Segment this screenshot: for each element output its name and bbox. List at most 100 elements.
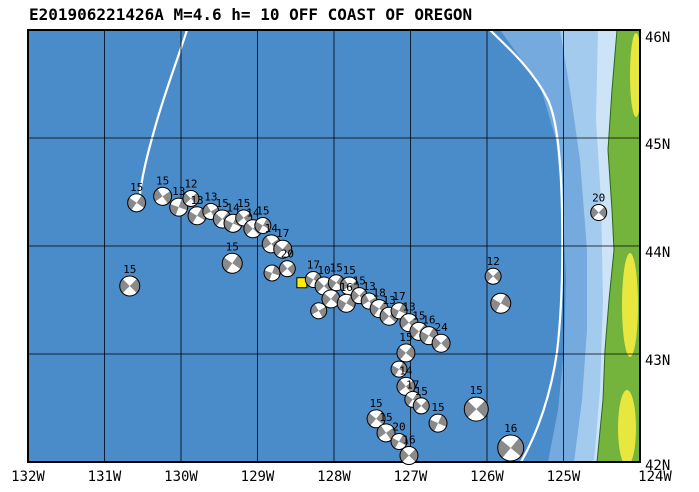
beachball — [310, 302, 328, 320]
beachball-quadrants — [337, 295, 356, 312]
beachball — [273, 239, 293, 259]
map-title: E201906221426A M=4.6 h= 10 OFF COAST OF … — [29, 5, 473, 24]
plate-boundary-line-east — [488, 30, 564, 462]
beachball-label: 14 — [246, 207, 260, 220]
land-elevation-patch-north — [630, 33, 640, 117]
beachball-label: 15 — [130, 181, 143, 194]
beachball — [153, 186, 173, 206]
beachball-label: 17 — [276, 227, 289, 240]
land-elevation-patch-south — [618, 390, 636, 462]
beachball-label: 18 — [373, 287, 386, 300]
lon-label: 129W — [241, 469, 275, 485]
beachball — [366, 409, 386, 429]
beachball-label: 15 — [379, 411, 392, 424]
beachball-quadrants — [497, 438, 524, 458]
lat-label: 42N — [645, 458, 670, 474]
beachball — [390, 432, 408, 450]
beachball-label: 15 — [415, 385, 428, 398]
beachball-quadrants — [490, 294, 511, 312]
beachball-label: 16 — [422, 314, 435, 327]
lon-label: 125W — [547, 469, 581, 485]
beachball-label: 15 — [399, 331, 412, 344]
beachball — [412, 397, 430, 415]
beachball — [278, 260, 296, 278]
beachball — [431, 333, 451, 353]
beachball-label: 13 — [172, 185, 185, 198]
beachball-label: 17 — [392, 290, 405, 303]
beachball-label: 24 — [434, 321, 448, 334]
lon-label: 130W — [164, 469, 198, 485]
beachball-quadrants — [321, 292, 340, 306]
beachball-quadrants — [391, 434, 408, 449]
beachball-quadrants — [464, 400, 489, 418]
beachball-label: 15 — [353, 275, 366, 288]
beachball-quadrants — [188, 207, 207, 224]
beachball-quadrants — [169, 198, 188, 216]
beachball-label: 15 — [470, 384, 483, 397]
beachball-quadrants — [419, 327, 438, 344]
beachball-quadrants — [127, 195, 146, 211]
beachball-label: 13 — [363, 280, 376, 293]
beachball — [263, 264, 281, 282]
beachball — [396, 376, 416, 396]
beachball-label: 13 — [382, 294, 395, 307]
beachball — [119, 275, 141, 297]
beachball-label: 15 — [412, 309, 425, 322]
beachball-quadrants — [273, 242, 292, 257]
beachball-label: 20 — [592, 192, 605, 205]
beachball-quadrants — [391, 303, 407, 319]
beachball — [182, 189, 200, 207]
beachball-label: 15 — [256, 204, 269, 217]
beachball — [336, 293, 356, 313]
beachball-quadrants — [222, 255, 243, 272]
beachball-quadrants — [396, 379, 415, 394]
beachball-quadrants — [328, 276, 345, 290]
plate-boundary-line-northwest — [137, 30, 189, 205]
beachball-label: 13 — [402, 301, 415, 314]
lon-label: 126W — [470, 469, 504, 485]
map-frame — [27, 29, 641, 463]
beachball-label: 14 — [226, 201, 240, 214]
lat-label: 44N — [645, 245, 670, 261]
beachball-label: 12 — [184, 177, 197, 190]
beachball — [390, 302, 408, 320]
beachball-quadrants — [264, 265, 281, 281]
lat-label: 43N — [645, 353, 670, 369]
beachball-label: 20 — [392, 420, 405, 433]
beachball-label: 16 — [340, 281, 353, 294]
beachball-quadrants — [413, 400, 430, 412]
lon-label: 127W — [394, 469, 428, 485]
beachball-label: 15 — [343, 264, 356, 277]
beachball — [490, 292, 512, 314]
beachball-label: 17 — [307, 258, 320, 271]
beachball-quadrants — [182, 192, 199, 205]
beachball-label: 15 — [330, 262, 343, 275]
beachball-label: 17 — [406, 378, 419, 391]
lat-label: 45N — [645, 137, 670, 153]
beachball-label: 15 — [226, 240, 239, 253]
beachball-quadrants — [370, 301, 389, 317]
beachball-quadrants — [399, 449, 418, 462]
beachball — [484, 267, 502, 285]
beachball-label: 15 — [431, 401, 444, 414]
beachball-quadrants — [367, 411, 386, 426]
beachball-quadrants — [310, 303, 327, 318]
beachball-label: 12 — [486, 255, 499, 268]
beachball-label: 13 — [190, 194, 203, 207]
beachball-label: 15 — [156, 174, 169, 187]
longitude-axis-labels: 132W 131W 130W 129W 128W 127W 126W 125W … — [11, 469, 672, 485]
beachball — [396, 343, 416, 363]
beachball-quadrants — [391, 362, 408, 377]
lon-label: 131W — [88, 469, 122, 485]
beachball — [127, 193, 147, 213]
beachball-label: 15 — [237, 197, 250, 210]
beachball-label: 13 — [204, 190, 217, 203]
beachball-label: 16 — [402, 434, 415, 447]
lon-label: 124W — [638, 469, 672, 485]
beachball — [254, 216, 272, 234]
land-elevation-patch-middle — [622, 253, 638, 357]
latitude-axis-labels: 46N 45N 44N 43N 42N — [645, 30, 670, 474]
